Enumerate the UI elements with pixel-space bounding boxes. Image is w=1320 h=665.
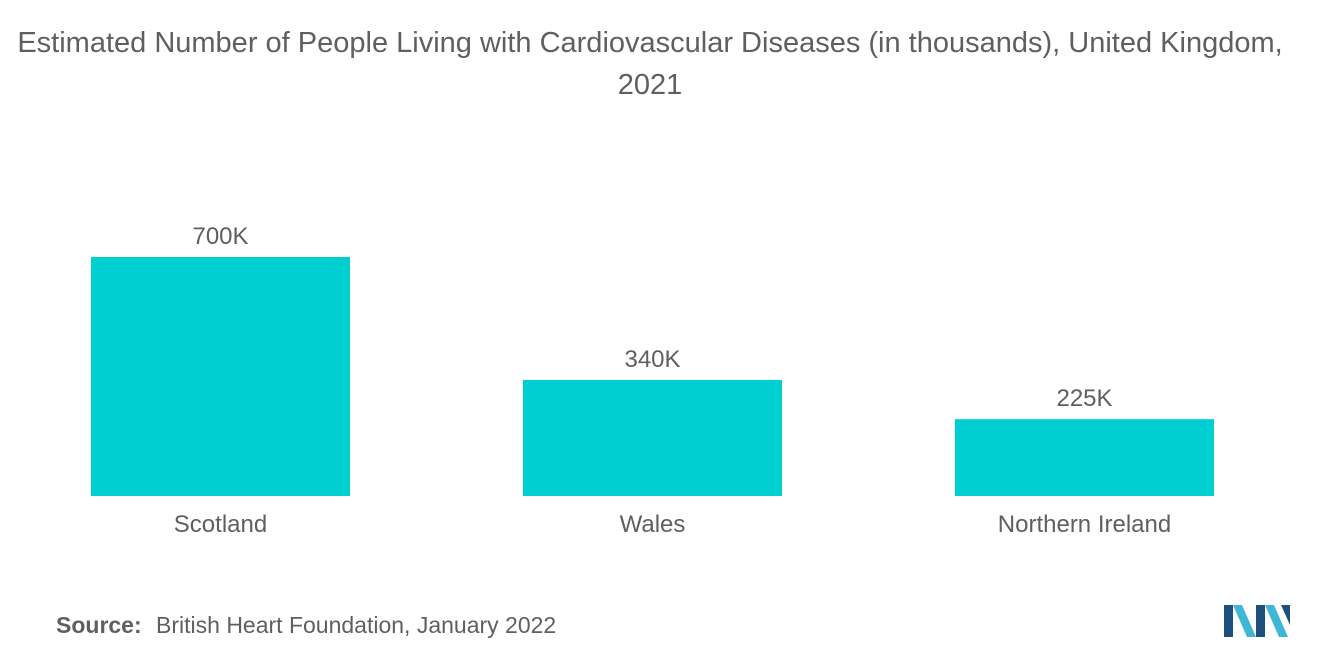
logo-left-stroke	[1224, 605, 1233, 637]
company-logo-icon	[1224, 605, 1290, 637]
x-tick-label: Northern Ireland	[998, 511, 1171, 538]
bar-scotland	[91, 257, 350, 496]
bar-wales	[523, 379, 782, 496]
data-label: 340K	[624, 346, 680, 373]
bar-northern-ireland	[955, 419, 1214, 496]
logo-left-diagonal	[1233, 605, 1256, 637]
logo-mid-stroke	[1256, 605, 1265, 637]
x-tick-label: Wales	[620, 511, 686, 538]
x-tick-label: Scotland	[174, 511, 267, 538]
source-note: Source: British Heart Foundation, Januar…	[56, 612, 556, 639]
logo-right-stroke	[1281, 605, 1290, 625]
data-label: 225K	[1056, 385, 1112, 412]
data-label: 700K	[192, 223, 248, 250]
logo-right-diagonal	[1265, 605, 1288, 637]
chart-title: Estimated Number of People Living with C…	[17, 27, 1283, 101]
source-text: British Heart Foundation, January 2022	[156, 612, 557, 638]
source-label: Source:	[56, 612, 142, 638]
